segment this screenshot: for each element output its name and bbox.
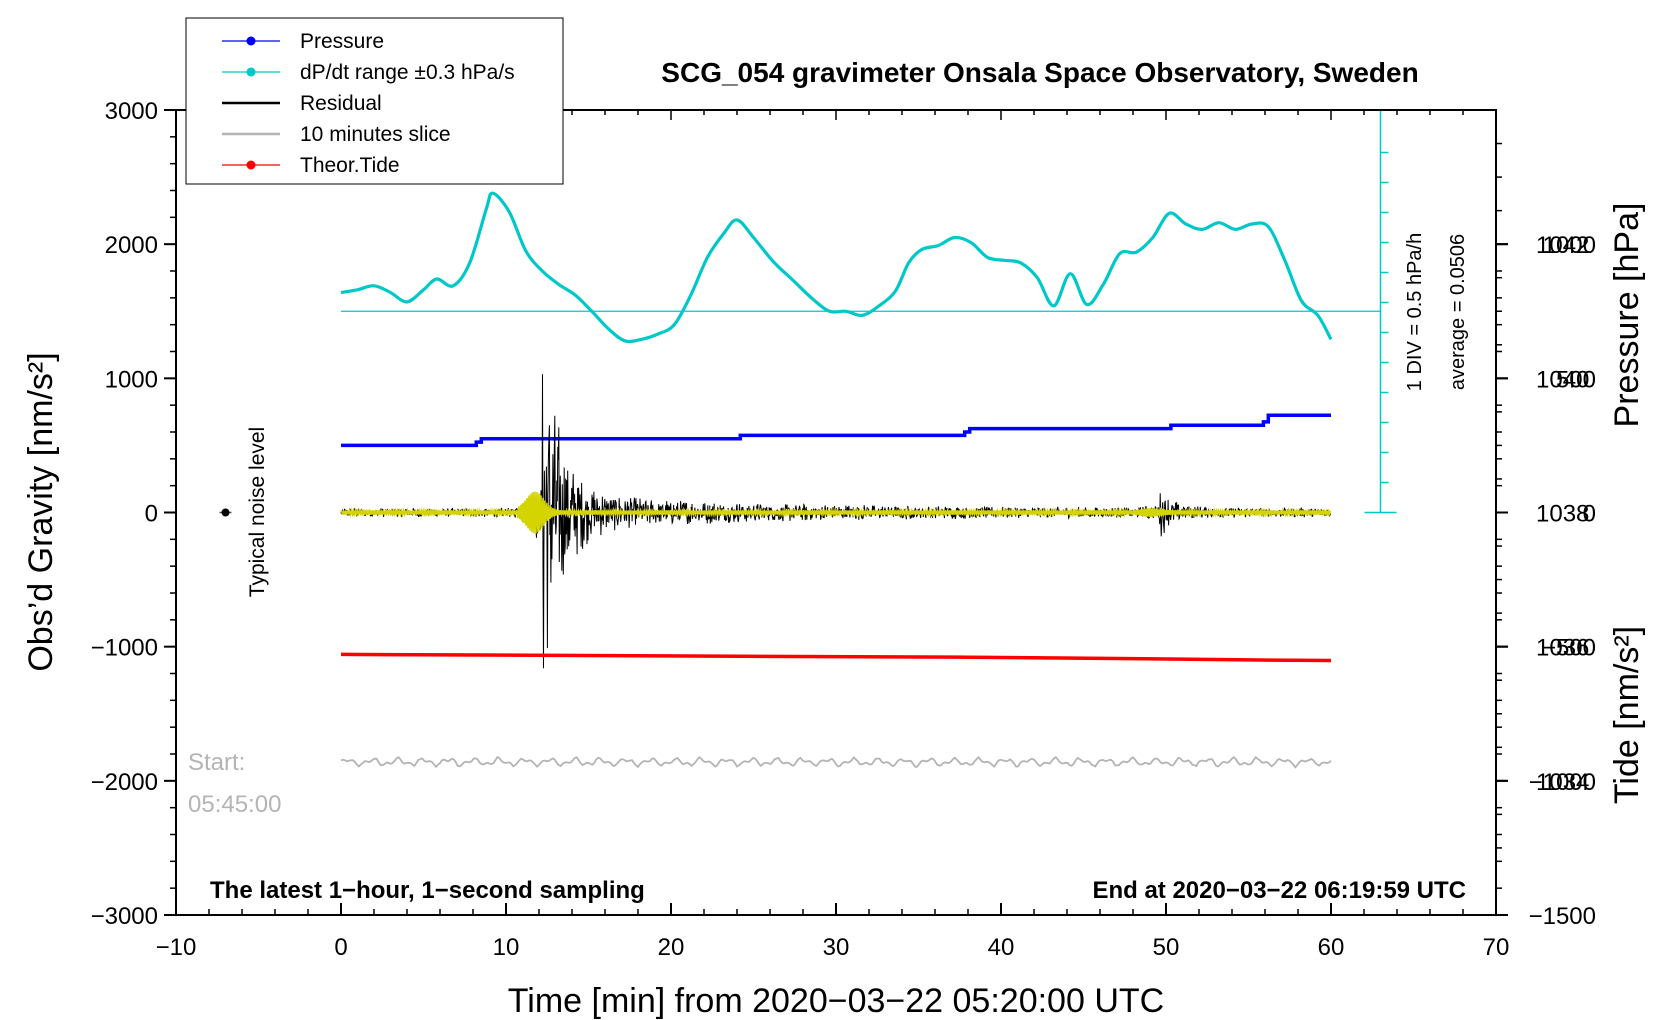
axes: −10 0 10 20 30 40 50 60 70 3000 2000 1000 0 −1000 −200… bbox=[91, 98, 1596, 961]
y-tick-label: 1000 bbox=[105, 366, 158, 393]
legend-marker bbox=[246, 160, 256, 170]
legend-marker bbox=[246, 36, 256, 46]
tide-tick-label: 0 bbox=[1583, 501, 1596, 528]
dpdt-line bbox=[340, 191, 1333, 344]
pressure-line bbox=[341, 413, 1331, 448]
x-tick-label: 10 bbox=[493, 934, 520, 961]
legend-label: Theor.Tide bbox=[300, 154, 400, 177]
tide-tick-label: −500 bbox=[1542, 635, 1596, 662]
x-tick-label: 30 bbox=[823, 934, 850, 961]
legend-label: dP/dt range ±0.3 hPa/s bbox=[300, 61, 515, 84]
pressure-axis-title: Pressure [hPa] bbox=[1608, 203, 1646, 428]
start-time: 05:45:00 bbox=[188, 791, 281, 818]
filtered-line bbox=[340, 491, 1332, 534]
x-axis-title: Time [min] from 2020−03−22 05:20:00 UTC bbox=[508, 982, 1164, 1020]
noise-level-label: Typical noise level bbox=[246, 427, 269, 597]
start-label: Start: bbox=[188, 749, 245, 776]
y-tick-label: −1000 bbox=[91, 635, 158, 662]
tide-tick-label: 500 bbox=[1556, 366, 1596, 393]
scale-note: 1 DIV = 0.5 hPa/h bbox=[1404, 233, 1426, 391]
tide-tick-label: −1500 bbox=[1529, 903, 1596, 930]
legend-marker bbox=[246, 67, 256, 77]
pressure-tick-label: 1040 bbox=[1536, 366, 1589, 393]
x-tick-label: −10 bbox=[156, 934, 197, 961]
y-tick-label: −3000 bbox=[91, 903, 158, 930]
x-tick-label: 40 bbox=[988, 934, 1015, 961]
legend-label: 10 minutes slice bbox=[300, 123, 451, 146]
x-tick-label: 20 bbox=[658, 934, 685, 961]
legend-label: Residual bbox=[300, 92, 382, 115]
end-time-note: End at 2020−03−22 06:19:59 UTC bbox=[1092, 877, 1466, 904]
x-tick-label: 60 bbox=[1318, 934, 1345, 961]
pressure-tick-label: 1036 bbox=[1536, 635, 1589, 662]
y-tick-label: −2000 bbox=[91, 769, 158, 796]
chart-title: SCG_054 gravimeter Onsala Space Observat… bbox=[661, 57, 1418, 88]
tide-axis-title: Tide [nm/s²] bbox=[1608, 626, 1646, 804]
average-note: average = 0.0506 bbox=[1447, 234, 1469, 390]
pressure-tick-label: 1042 bbox=[1536, 232, 1589, 259]
y-tick-label: 3000 bbox=[105, 98, 158, 125]
legend: Pressure dP/dt range ±0.3 hPa/s Residual 10… bbox=[185, 17, 564, 185]
slice-line bbox=[340, 755, 1332, 769]
x-tick-label: 70 bbox=[1483, 934, 1510, 961]
y-axis-title: Obs’d Gravity [nm/s²] bbox=[22, 352, 60, 671]
series-layer bbox=[219, 110, 1397, 769]
tide-line bbox=[340, 652, 1332, 663]
y-tick-label: 0 bbox=[145, 501, 158, 528]
pressure-tick-label: 1038 bbox=[1536, 501, 1589, 528]
tide-tick-label: −1000 bbox=[1529, 769, 1596, 796]
sampling-note: The latest 1−hour, 1−second sampling bbox=[210, 877, 645, 904]
x-tick-label: 0 bbox=[334, 934, 347, 961]
tide-tick-label: 1000 bbox=[1543, 232, 1596, 259]
noise-level-marker bbox=[221, 508, 230, 517]
pressure-tick-label: 1034 bbox=[1536, 769, 1589, 796]
x-tick-label: 50 bbox=[1153, 934, 1180, 961]
y-tick-label: 2000 bbox=[105, 232, 158, 259]
legend-label: Pressure bbox=[300, 30, 384, 53]
